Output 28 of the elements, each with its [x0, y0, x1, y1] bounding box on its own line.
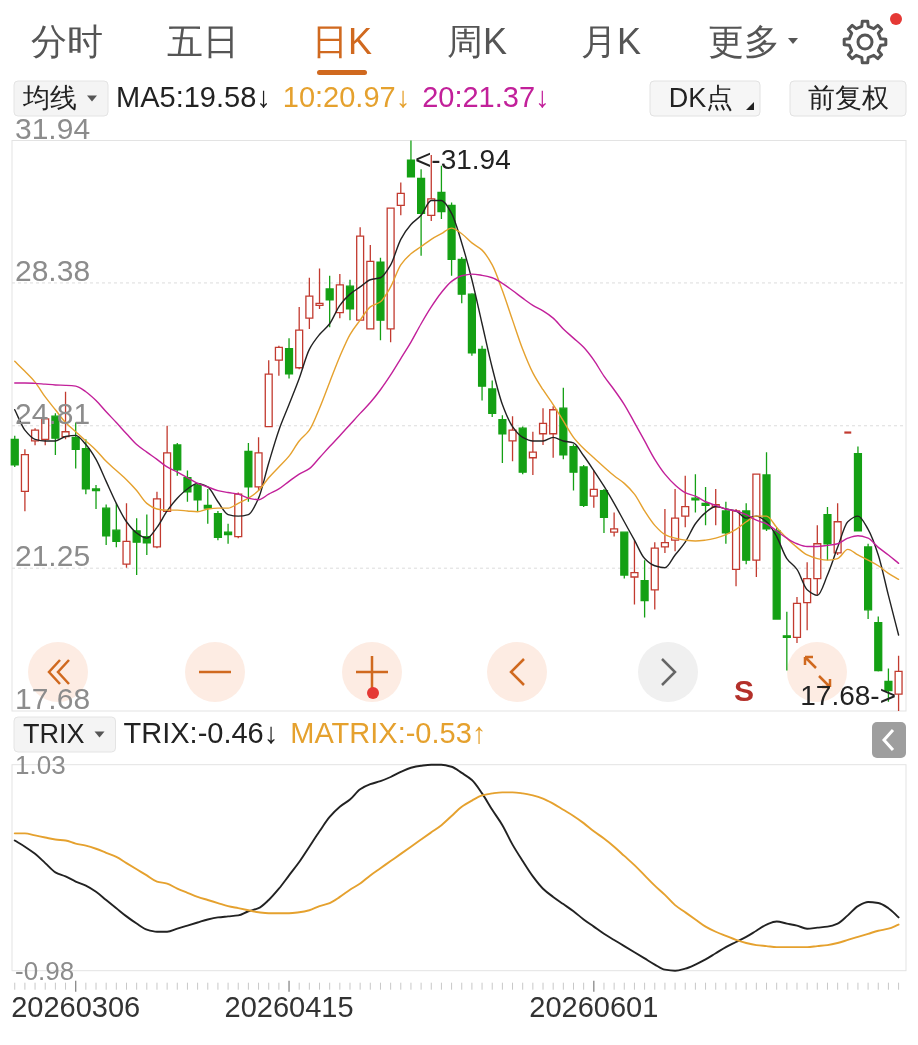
- text: 五日: [167, 21, 239, 62]
- legend-title: 均线: [22, 83, 77, 113]
- text: 日K: [311, 21, 373, 62]
- text: 周K: [446, 21, 508, 62]
- annotation: 17.68->: [800, 680, 896, 711]
- text: 20:21.37↓: [422, 81, 550, 113]
- y-tick-label: 17.68: [15, 682, 91, 715]
- text: 月K: [580, 21, 642, 62]
- text: TRIX:-0.46↓: [123, 717, 279, 749]
- text: 10:20.97↓: [282, 81, 411, 113]
- text: 更多: [708, 21, 780, 62]
- series-label: MATRIX:-0.53↑: [290, 717, 487, 749]
- y-tick-label: -0.98: [15, 956, 75, 987]
- text: 前复权: [807, 83, 889, 113]
- y-tick-label: 21.25: [15, 539, 91, 573]
- y-tick-label: 1.03: [15, 750, 66, 781]
- text: MA5:19.58↓: [116, 81, 271, 113]
- y-tick-label: 31.94: [15, 111, 91, 145]
- legend-title: TRIX: [23, 719, 85, 749]
- text: 分时: [31, 21, 103, 62]
- line-series: [13, 791, 900, 949]
- y-tick-label: 28.38: [15, 253, 91, 287]
- x-tick-label: 20260415: [224, 990, 354, 1023]
- text: DK点: [668, 83, 734, 113]
- x-tick-label: 20260601: [529, 990, 659, 1023]
- x-tick-label: 20260306: [11, 990, 141, 1023]
- annotation: S: [733, 674, 755, 707]
- annotation: <-31.94: [415, 144, 511, 175]
